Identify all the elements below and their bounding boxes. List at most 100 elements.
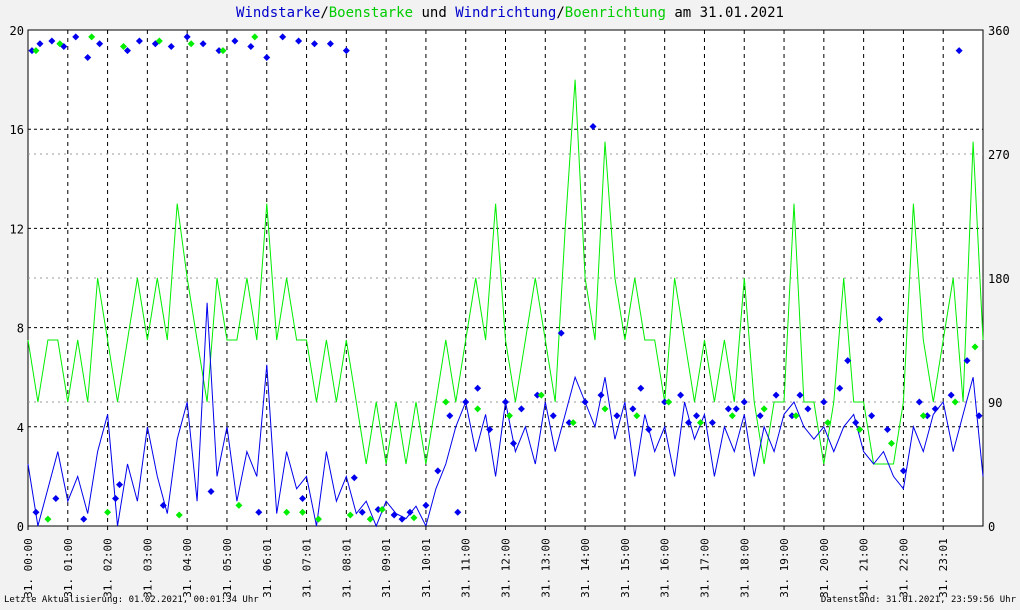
data-point	[159, 501, 167, 509]
data-point	[963, 357, 971, 365]
x-tick-label: 31. 09:01	[380, 538, 393, 598]
data-point	[931, 405, 939, 413]
data-point	[56, 40, 64, 48]
data-point	[581, 398, 589, 406]
data-point	[597, 391, 605, 399]
title-part: und	[413, 5, 455, 21]
title-part: Windrichtung	[455, 5, 556, 21]
data-point	[350, 474, 358, 482]
data-point	[398, 515, 406, 523]
data-point	[728, 412, 736, 420]
data-point	[792, 412, 800, 420]
data-point	[36, 40, 44, 48]
data-point	[446, 412, 454, 420]
data-point	[378, 505, 386, 513]
data-point	[824, 419, 832, 427]
data-point	[116, 481, 124, 489]
data-point	[693, 412, 700, 420]
data-point	[844, 357, 852, 365]
data-point	[219, 47, 227, 55]
data-point	[772, 391, 780, 399]
data-point	[856, 426, 864, 434]
data-point	[732, 405, 740, 413]
data-point	[314, 515, 322, 523]
data-point	[187, 40, 195, 48]
data-point	[96, 40, 104, 48]
data-point	[231, 37, 239, 45]
series-layer	[27, 33, 984, 528]
data-point	[299, 508, 307, 516]
y-right-tick-label: 90	[988, 396, 1002, 410]
data-point	[311, 40, 318, 48]
data-point	[517, 405, 525, 413]
x-tick-label: 31. 00:00	[22, 538, 35, 598]
series-boenrichtung	[32, 33, 979, 523]
data-point	[44, 515, 52, 523]
data-point	[696, 419, 704, 427]
data-point	[299, 494, 307, 502]
data-point	[633, 412, 641, 420]
data-point	[565, 419, 573, 427]
y-left-tick-label: 8	[17, 322, 24, 336]
y-left-tick-label: 20	[10, 24, 24, 38]
data-point	[199, 40, 207, 48]
y-left-tick-label: 16	[10, 123, 24, 137]
data-point	[167, 43, 175, 51]
data-point	[708, 419, 716, 427]
data-point	[88, 33, 96, 41]
title-part: am 31.01.2021	[666, 5, 784, 21]
data-point	[215, 47, 223, 55]
data-point	[28, 47, 36, 55]
series-boenstarke	[27, 79, 984, 465]
x-tick-label: 31. 14:00	[579, 538, 592, 598]
data-point	[442, 398, 450, 406]
data-point	[175, 511, 183, 519]
data-point	[955, 47, 963, 55]
data-point	[665, 398, 673, 406]
data-point	[486, 426, 494, 434]
data-point	[788, 412, 796, 420]
data-point	[120, 43, 127, 51]
data-point	[72, 33, 80, 41]
x-tick-label: 31. 05:00	[221, 538, 234, 598]
chart-title: Windstarke/Boenstarke und Windrichtung/B…	[236, 5, 784, 21]
footer-right: Datenstand: 31.01.2021, 23:59:56 Uhr	[821, 595, 1017, 605]
data-point	[342, 47, 350, 55]
x-tick-label: 31. 12:00	[500, 538, 513, 598]
data-point	[235, 501, 243, 509]
data-point	[263, 54, 271, 62]
data-point	[247, 43, 255, 51]
data-point	[207, 488, 215, 496]
data-point	[629, 405, 637, 413]
data-point	[533, 391, 541, 399]
y-right-tick-label: 360	[988, 24, 1010, 38]
x-tick-label: 31. 10:01	[420, 538, 433, 598]
data-point	[836, 384, 844, 392]
title-part: Boenstarke	[329, 5, 413, 21]
data-point	[346, 511, 354, 519]
series-line	[27, 79, 984, 465]
data-point	[48, 37, 56, 45]
data-point	[434, 467, 442, 475]
data-point	[295, 37, 303, 45]
x-tick-label: 31. 19:00	[778, 538, 791, 598]
data-point	[971, 343, 979, 351]
data-point	[52, 494, 60, 502]
x-tick-label: 31. 06:01	[261, 538, 274, 598]
data-point	[326, 40, 334, 48]
y-left-tick-label: 0	[17, 520, 24, 534]
data-point	[677, 391, 685, 399]
data-point	[255, 508, 263, 516]
x-tick-label: 31. 23:01	[937, 538, 950, 598]
data-point	[454, 508, 462, 516]
data-point	[724, 405, 732, 413]
data-point	[876, 315, 884, 323]
data-point	[474, 384, 482, 392]
x-tick-label: 31. 03:00	[141, 538, 154, 598]
data-point	[390, 511, 398, 519]
x-tick-label: 31. 02:00	[102, 538, 115, 598]
title-part: /	[556, 5, 564, 21]
data-point	[374, 505, 382, 513]
data-point	[756, 412, 764, 420]
